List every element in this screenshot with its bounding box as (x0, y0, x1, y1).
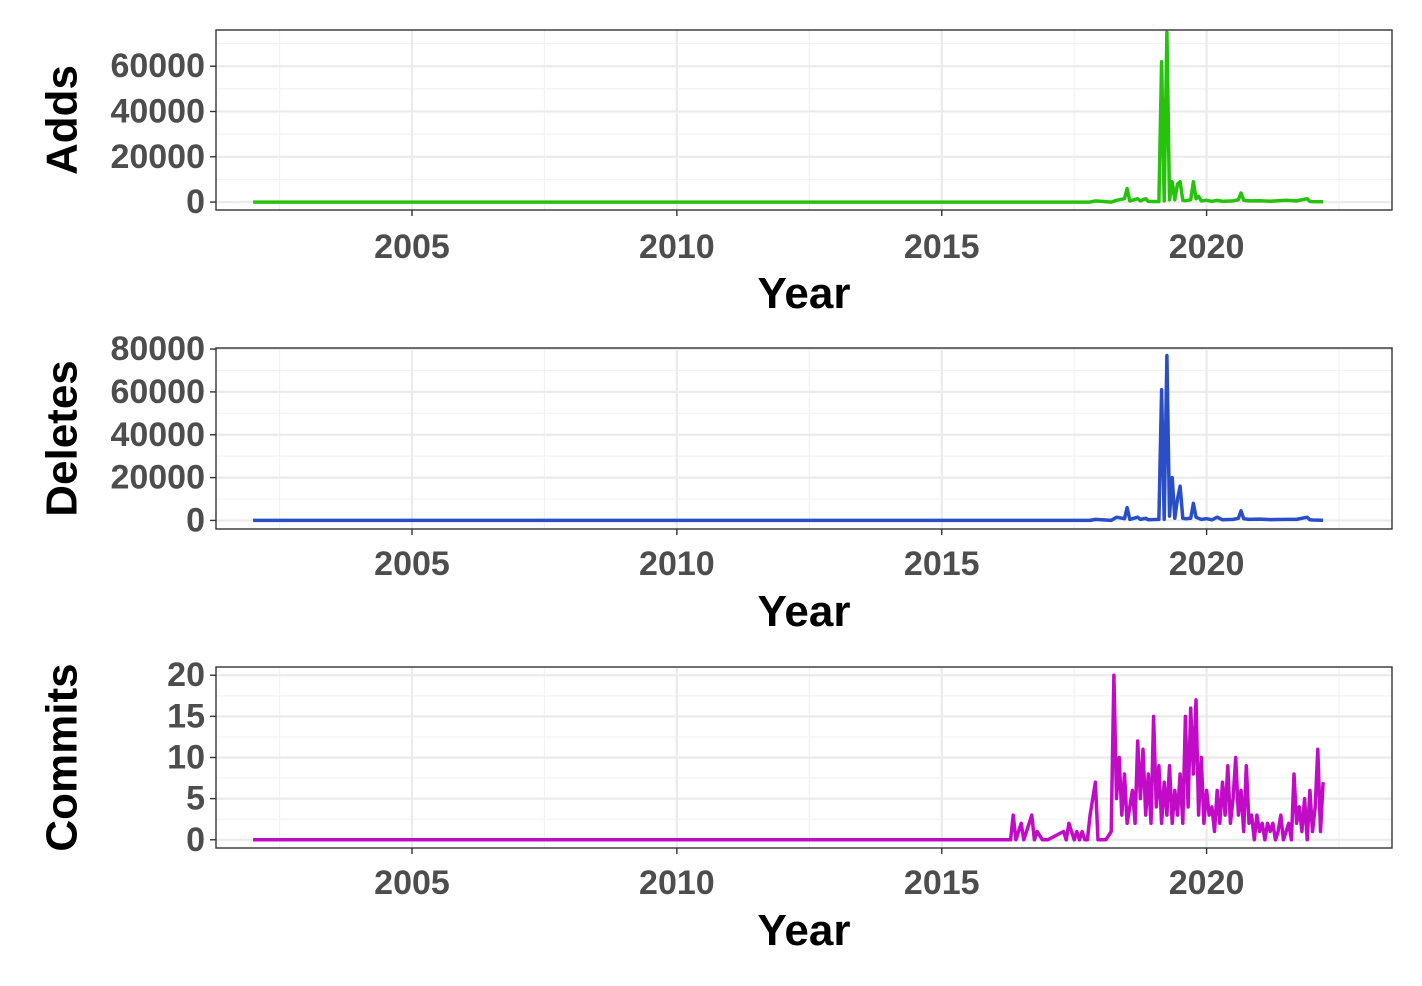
commits-x-tick-label: 2020 (1169, 864, 1245, 902)
deletes-x-tick-label: 2010 (639, 545, 715, 583)
deletes-y-tick-label: 0 (186, 501, 205, 539)
deletes-y-tick-label: 40000 (110, 416, 205, 454)
commits-x-tick-label: 2010 (639, 864, 715, 902)
adds-y-tick-label: 20000 (110, 138, 205, 176)
deletes-series-line (253, 353, 1324, 523)
deletes-panel-border (215, 347, 1393, 530)
commits-y-axis-title: Commits (38, 663, 87, 851)
commits-series-line (253, 673, 1325, 842)
deletes-x-axis-title: Year (758, 587, 851, 636)
deletes-x-tick-label: 2020 (1169, 545, 1245, 583)
adds-y-axis-title: Adds (38, 65, 87, 175)
deletes-y-tick-label: 60000 (110, 373, 205, 411)
deletes-y-axis-title: Deletes (38, 360, 87, 517)
commits-y-tick-label: 10 (167, 739, 205, 777)
deletes-y-tick-label: 20000 (110, 459, 205, 497)
adds-panel: 2005 2010 2015 2020 0 20000 40000 60000 Year Adds (38, 29, 1393, 318)
adds-x-tick-label: 2020 (1169, 228, 1245, 266)
deletes-panel: 2005 2010 2015 2020 0 20000 40000 60000 80000 Yea… (38, 330, 1393, 636)
adds-y-tick-label: 0 (186, 183, 205, 221)
deletes-plot-background (216, 348, 1392, 529)
adds-y-tick-label: 40000 (110, 93, 205, 131)
commits-y-tick-label: 15 (167, 697, 205, 735)
deletes-x-tick-label: 2015 (904, 545, 980, 583)
commits-y-tick-label: 20 (167, 656, 205, 694)
commits-y-tick-label: 5 (186, 780, 205, 818)
adds-panel-border (215, 29, 1393, 211)
deletes-x-tick-label: 2005 (374, 545, 450, 583)
adds-x-axis-title: Year (758, 269, 851, 318)
adds-x-tick-label: 2010 (639, 228, 715, 266)
adds-x-tick-label: 2015 (904, 228, 980, 266)
commits-x-tick-label: 2005 (374, 864, 450, 902)
commits-x-axis-title: Year (758, 906, 851, 955)
commits-y-tick-label: 0 (186, 821, 205, 859)
adds-series-line (253, 30, 1324, 204)
adds-y-tick-label: 60000 (110, 47, 205, 85)
adds-x-tick-label: 2005 (374, 228, 450, 266)
deletes-y-tick-label: 80000 (110, 330, 205, 368)
adds-plot-background (216, 30, 1392, 210)
commits-x-tick-label: 2015 (904, 864, 980, 902)
